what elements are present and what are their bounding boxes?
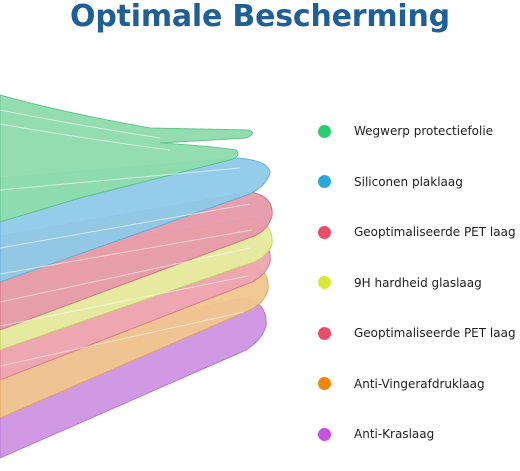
legend-dot-icon <box>318 175 331 189</box>
layer-edge-line <box>0 247 251 303</box>
legend-dot-icon <box>318 427 331 441</box>
legend-label: Wegwerp protectiefolie <box>354 124 494 139</box>
layer-edge-line <box>0 123 171 151</box>
layer-edge-line <box>0 167 241 191</box>
legend-label: Geoptimaliseerde PET laag <box>354 225 516 240</box>
layer-edge-line <box>0 275 249 327</box>
layer-edge-line <box>0 109 161 139</box>
legend-item: Wegwerp protectiefolie <box>318 106 518 157</box>
page-title: Optimale Bescherming <box>70 0 450 34</box>
legend-dot-icon <box>318 377 331 391</box>
legend-label: 9H hardheid glaslaag <box>354 275 482 290</box>
legend-dot-icon <box>318 225 331 239</box>
layer-edge-line <box>0 229 253 275</box>
layer-edge-line <box>0 203 251 249</box>
legend-item: Geoptimaliseerde PET laag <box>318 308 518 359</box>
legend-item: 9H hardheid glaslaag <box>318 258 518 309</box>
legend-item: Anti-Vingerafdruklaag <box>318 359 518 410</box>
legend-dot-icon <box>318 326 331 340</box>
layer-edge-line <box>0 311 245 367</box>
legend-label: Siliconen plaklaag <box>354 174 463 189</box>
legend-label: Anti-Vingerafdruklaag <box>354 376 485 391</box>
legend-item: Geoptimaliseerde PET laag <box>318 207 518 258</box>
legend-label: Geoptimaliseerde PET laag <box>354 326 516 341</box>
legend-dot-icon <box>318 124 331 138</box>
legend-item: Siliconen plaklaag <box>318 157 518 208</box>
legend-label: Anti-Kraslaag <box>354 427 435 442</box>
layer-stack-illustration <box>0 94 273 459</box>
layer-legend: Wegwerp protectiefolie Siliconen plaklaag… <box>318 106 518 460</box>
layer-sheet-protective-film <box>0 94 253 223</box>
legend-item: Anti-Kraslaag <box>318 409 518 460</box>
legend-dot-icon <box>318 276 331 290</box>
